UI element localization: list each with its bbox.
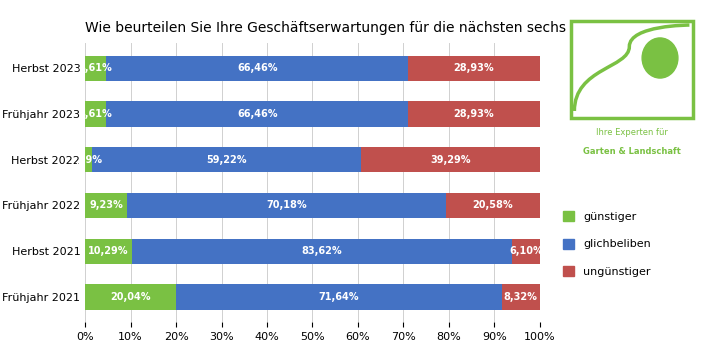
Text: 39,29%: 39,29% xyxy=(430,155,471,165)
Bar xyxy=(106,55,408,81)
Text: 28,93%: 28,93% xyxy=(454,109,494,119)
Bar xyxy=(502,284,540,310)
Text: ,49%: ,49% xyxy=(75,155,102,165)
Bar xyxy=(106,101,408,126)
Bar xyxy=(132,239,512,264)
Text: Wie beurteilen Sie Ihre Geschäftserwartungen für die nächsten sechs Monate?: Wie beurteilen Sie Ihre Geschäftserwartu… xyxy=(85,21,630,35)
Text: Garten & Landschaft: Garten & Landschaft xyxy=(583,146,681,156)
Bar xyxy=(571,21,693,118)
Text: 70,18%: 70,18% xyxy=(266,200,307,211)
Bar xyxy=(92,147,361,172)
Bar xyxy=(85,55,106,81)
Bar xyxy=(408,55,540,81)
Bar xyxy=(446,193,540,218)
Text: 10,29%: 10,29% xyxy=(88,246,129,256)
Text: 4,61%: 4,61% xyxy=(79,109,113,119)
Bar xyxy=(512,239,540,264)
Bar xyxy=(176,284,502,310)
Bar xyxy=(85,147,92,172)
Text: 59,22%: 59,22% xyxy=(207,155,247,165)
Bar xyxy=(127,193,446,218)
Bar xyxy=(85,284,176,310)
Circle shape xyxy=(642,38,678,78)
Bar xyxy=(408,101,540,126)
Text: 9,23%: 9,23% xyxy=(89,200,123,211)
Bar xyxy=(85,239,132,264)
Legend: günstiger, glichbeliben, ungünstiger: günstiger, glichbeliben, ungünstiger xyxy=(563,211,651,277)
Text: 66,46%: 66,46% xyxy=(237,63,278,73)
Text: 20,04%: 20,04% xyxy=(111,292,151,302)
Bar xyxy=(361,147,540,172)
Text: 28,93%: 28,93% xyxy=(454,63,494,73)
Text: 20,58%: 20,58% xyxy=(472,200,513,211)
Bar xyxy=(85,193,127,218)
Bar xyxy=(85,101,106,126)
Text: 4,61%: 4,61% xyxy=(79,63,113,73)
Text: Ihre Experten für: Ihre Experten für xyxy=(596,128,668,137)
Text: 71,64%: 71,64% xyxy=(319,292,359,302)
Text: 66,46%: 66,46% xyxy=(237,109,278,119)
Text: 8,32%: 8,32% xyxy=(504,292,537,302)
Text: 6,10%: 6,10% xyxy=(509,246,542,256)
Text: 83,62%: 83,62% xyxy=(302,246,342,256)
